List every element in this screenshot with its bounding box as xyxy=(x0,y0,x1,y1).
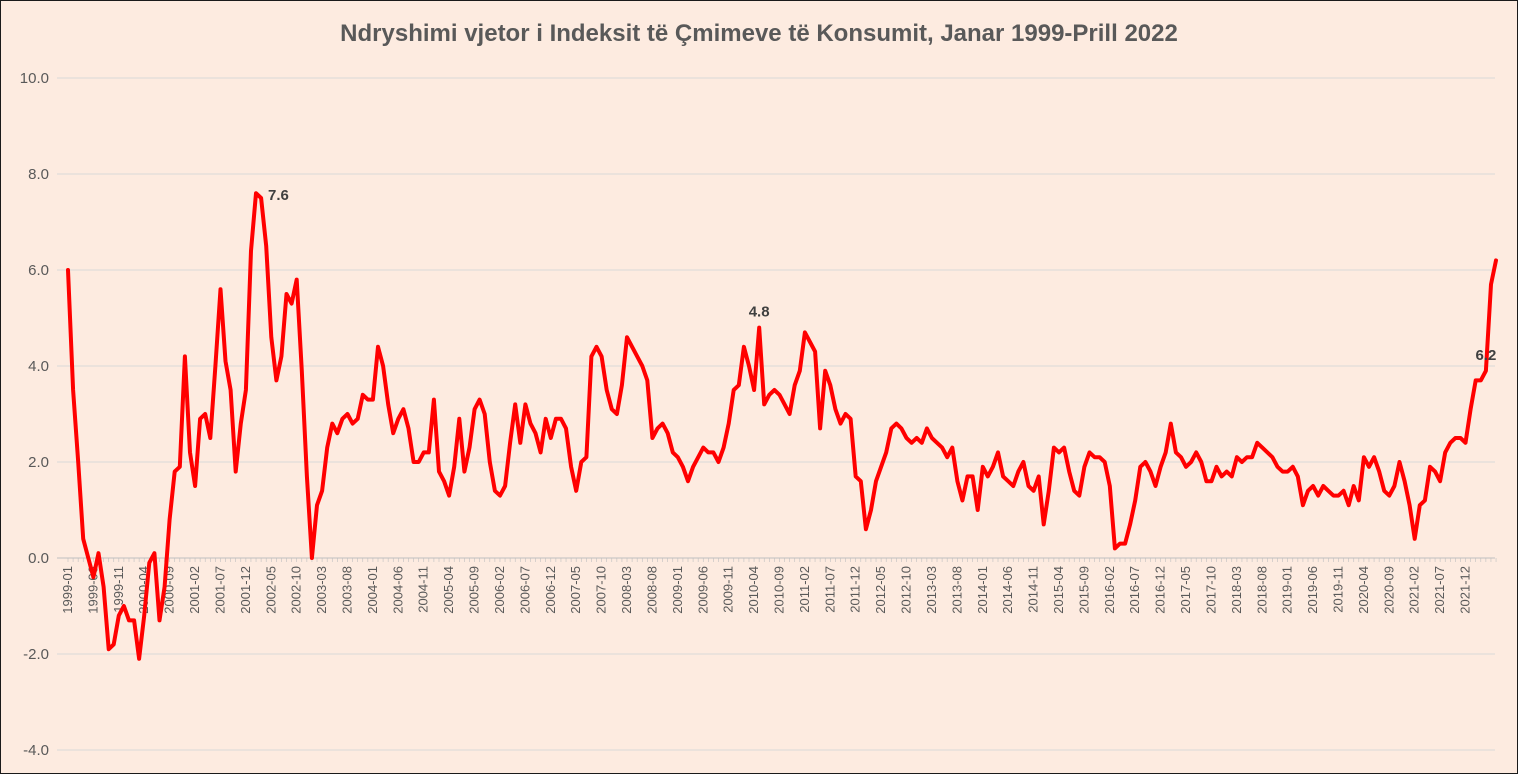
data-label: 6.2 xyxy=(1475,347,1496,364)
x-tick-label: 2011-02 xyxy=(797,566,812,613)
x-tick-label: 2003-08 xyxy=(340,566,355,614)
y-tick-label: 2.0 xyxy=(28,454,49,471)
x-tick-label: 2011-12 xyxy=(848,566,863,613)
x-tick-label: 2016-02 xyxy=(1102,566,1117,614)
x-tick-label: 2014-06 xyxy=(1000,566,1015,614)
series xyxy=(66,191,1498,661)
gridlines xyxy=(57,77,1495,751)
x-tick-label: 2006-12 xyxy=(543,566,558,614)
x-tick-label: 2010-09 xyxy=(771,566,786,614)
y-tick-label: -4.0 xyxy=(23,742,49,759)
x-tick-label: 2009-01 xyxy=(670,566,685,614)
x-tick-label: 2019-06 xyxy=(1305,566,1320,614)
x-tick-label: 2015-04 xyxy=(1051,566,1066,614)
x-tick-label: 2004-01 xyxy=(365,566,380,614)
x-tick-label: 2006-07 xyxy=(517,566,532,614)
x-tick-label: 2007-05 xyxy=(568,566,583,614)
x-tick-label: 2020-04 xyxy=(1356,566,1371,614)
x-tick-label: 2002-10 xyxy=(289,566,304,614)
y-tick-label: 0.0 xyxy=(28,550,49,567)
x-tick-label: 2020-09 xyxy=(1381,566,1396,614)
x-tick-label: 2012-10 xyxy=(899,566,914,614)
x-axis-ticks: 1999-01 1999-06 1999-11 2000-04 2000-09 2001-… xyxy=(60,566,1473,614)
y-tick-label: 10.0 xyxy=(20,70,49,87)
x-tick-label: 2021-12 xyxy=(1458,566,1473,614)
x-tick-label: 1999-01 xyxy=(60,566,75,614)
x-tick-label: 2001-12 xyxy=(238,566,253,614)
y-tick-label: 4.0 xyxy=(28,358,49,375)
data-label: 4.8 xyxy=(749,304,770,321)
x-tick-label: 2005-09 xyxy=(467,566,482,614)
data-labels: 7.6 4.8 6.2 xyxy=(268,187,1496,364)
x-tick-label: 2016-12 xyxy=(1153,566,1168,614)
x-tick-label: 2010-04 xyxy=(746,566,761,614)
x-tick-label: 2004-11 xyxy=(416,566,431,613)
x-tick-label: 2016-07 xyxy=(1127,566,1142,614)
x-tick-label: 2005-04 xyxy=(441,566,456,614)
x-tick-label: 2019-11 xyxy=(1331,566,1346,613)
x-tick-label: 2001-07 xyxy=(212,566,227,614)
x-tick-label: 2009-06 xyxy=(695,566,710,614)
x-tick-label: 2021-07 xyxy=(1432,566,1447,614)
y-tick-label: -2.0 xyxy=(23,646,49,663)
x-tick-label: 2014-11 xyxy=(1026,566,1041,613)
x-tick-label: 2009-11 xyxy=(721,566,736,613)
x-tick-label: 2011-07 xyxy=(822,566,837,613)
x-tick-label: 2013-03 xyxy=(924,566,939,614)
x-tick-label: 1999-06 xyxy=(85,566,100,614)
y-axis-ticks: -4.0 -2.0 0.0 2.0 4.0 6.0 8.0 10.0 xyxy=(20,70,49,759)
x-tick-label: 2001-02 xyxy=(187,566,202,614)
x-tick-label: 2003-03 xyxy=(314,566,329,614)
x-axis-tick-marks xyxy=(67,558,1497,562)
x-tick-label: 2004-06 xyxy=(390,566,405,614)
x-tick-label: 2021-02 xyxy=(1407,566,1422,614)
x-tick-label: 2007-10 xyxy=(594,566,609,614)
chart-title: Ndryshimi vjetor i Indeksit të Çmimeve t… xyxy=(340,20,1178,47)
x-tick-label: 2018-03 xyxy=(1229,566,1244,614)
x-tick-label: 2017-05 xyxy=(1178,566,1193,614)
series-line xyxy=(66,191,1498,661)
y-tick-label: 8.0 xyxy=(28,166,49,183)
x-tick-label: 2006-02 xyxy=(492,566,507,614)
x-tick-label: 2017-10 xyxy=(1203,566,1218,614)
x-tick-label: 2008-08 xyxy=(644,566,659,614)
data-label: 7.6 xyxy=(268,187,289,204)
x-tick-label: 2014-01 xyxy=(975,566,990,614)
x-tick-label: 2002-05 xyxy=(263,566,278,614)
x-tick-label: 2015-09 xyxy=(1076,566,1091,614)
x-tick-label: 2019-01 xyxy=(1280,566,1295,614)
x-tick-label: 2018-08 xyxy=(1254,566,1269,614)
y-tick-label: 6.0 xyxy=(28,262,49,279)
x-tick-label: 2008-03 xyxy=(619,566,634,614)
x-tick-label: 2012-05 xyxy=(873,566,888,614)
x-tick-label: 2013-08 xyxy=(949,566,964,614)
x-tick-label: 1999-11 xyxy=(111,566,126,613)
